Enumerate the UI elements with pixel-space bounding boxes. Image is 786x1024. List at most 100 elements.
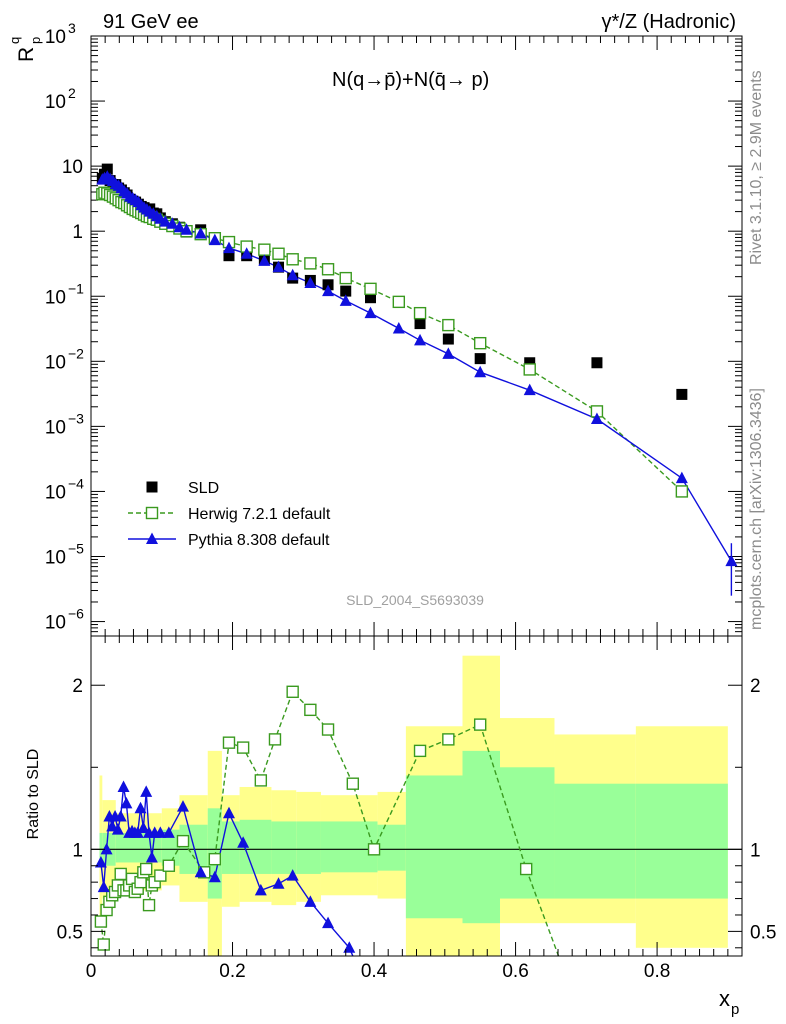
- x-tick-label: 0.6: [502, 961, 528, 982]
- herwig-ratio-point: [321, 723, 335, 736]
- pythia-ratio-point: [304, 895, 317, 907]
- pythia-point: [364, 306, 377, 319]
- herwig-ratio-point: [556, 959, 567, 970]
- herwig-point: [304, 257, 317, 270]
- inner-uncertainty-band: [161, 829, 180, 866]
- herwig-ratio-point: [114, 867, 127, 881]
- ratio-y-tick-label-right: 0.5: [750, 922, 776, 943]
- mcplots-label: mcplots.cern.ch [arXiv:1306.3436]: [748, 388, 765, 630]
- y-tick-label: 1: [72, 222, 83, 243]
- pythia-point: [304, 276, 317, 288]
- herwig-ratio-point: [162, 859, 176, 872]
- ratio-y-tick-label: 0.5: [57, 922, 83, 943]
- pythia-ratio-point: [134, 801, 147, 814]
- pythia-point: [258, 254, 271, 266]
- herwig-ratio-point: [176, 834, 190, 848]
- pythia-ratio-point: [254, 883, 267, 896]
- herwig-ratio-point: [413, 744, 427, 758]
- pythia-ratio-point: [140, 785, 153, 797]
- pythia-point: [339, 294, 352, 306]
- y-label-subscript: p: [28, 37, 43, 44]
- herwig-ratio-point: [367, 843, 381, 856]
- pythia-point: [240, 247, 253, 259]
- y-tick-label: 10: [62, 157, 83, 178]
- y-tick-exponent: 2: [68, 85, 76, 101]
- ratio-y-tick-label-right: 1: [750, 840, 761, 861]
- y-tick-exponent: −3: [68, 410, 84, 426]
- x-tick-label: 0.2: [219, 961, 245, 982]
- pythia-point: [322, 284, 335, 297]
- x-tick-label: 0.4: [361, 961, 388, 982]
- ratio-uncertainty-bands: [91, 655, 742, 956]
- inner-uncertainty-band: [405, 775, 463, 919]
- inner-uncertainty-band: [635, 783, 728, 899]
- herwig-ratio-point: [154, 869, 167, 882]
- pythia-ratio-point: [117, 780, 130, 792]
- legend-marker-herwig: [145, 506, 159, 520]
- pythia-ratio-point: [100, 842, 113, 855]
- inner-uncertainty-band: [499, 767, 555, 899]
- herwig-ratio-point: [97, 938, 110, 951]
- pythia-point: [392, 321, 405, 334]
- pythia-ratio-point: [114, 810, 127, 822]
- y-tick-exponent: −4: [68, 475, 84, 491]
- pythia-ratio-point: [111, 823, 124, 835]
- pythia-ratio-point: [343, 941, 356, 953]
- sld-point: [340, 285, 352, 297]
- legend-label-herwig: Herwig 7.2.1 default: [188, 506, 331, 523]
- pythia-ratio-line: [100, 786, 354, 956]
- x-axis-label: x: [719, 986, 730, 1011]
- herwig-ratio-point: [473, 718, 487, 731]
- y-label-main: R: [15, 47, 38, 62]
- ratio-panel: 0.5 0.5 1 1 2 2 0 0.2 0.4 0.6 0.8 Ratio to SLD x p: [25, 635, 776, 1018]
- pythia-point: [222, 241, 235, 254]
- pythia-point: [159, 215, 172, 227]
- herwig-ratio-point: [94, 915, 108, 928]
- herwig-point: [364, 282, 377, 296]
- legend: SLD Herwig 7.2.1 default Pythia 8.308 defa…: [128, 480, 331, 549]
- pythia-ratio-point: [237, 836, 250, 848]
- y-tick-exponent: 3: [68, 20, 76, 36]
- pythia-ratio-point: [120, 796, 133, 809]
- pythia-point: [442, 347, 455, 359]
- sld-point: [223, 250, 235, 262]
- pythia-point: [474, 365, 487, 378]
- herwig-ratio-point: [222, 736, 236, 749]
- pythia-ratio-point: [176, 800, 189, 812]
- header-left-label: 91 GeV ee: [103, 11, 199, 33]
- herwig-point: [286, 253, 299, 266]
- pythia-ratio-point: [131, 826, 144, 838]
- pythia-ratio-point: [194, 865, 207, 878]
- main-panel-points: [96, 163, 738, 567]
- sld-point: [676, 388, 688, 400]
- y-tick-label: 10: [45, 482, 66, 503]
- herwig-point: [321, 263, 335, 276]
- pythia-ratio-point: [145, 851, 158, 863]
- ratio-y-axis-label: Ratio to SLD: [25, 749, 42, 840]
- herwig-point: [675, 485, 689, 498]
- inner-uncertainty-band: [462, 750, 500, 924]
- y-tick-label: 10: [45, 92, 66, 113]
- pythia-point: [166, 217, 179, 229]
- ratio-points: [94, 685, 567, 970]
- ratio-y-tick-label-right: 2: [750, 676, 761, 697]
- pythia-point: [272, 260, 285, 273]
- legend-marker-sld: [146, 481, 158, 493]
- herwig-ratio-point: [519, 862, 533, 876]
- herwig-ratio-point: [142, 898, 156, 912]
- inner-uncertainty-band: [221, 821, 240, 874]
- x-tick-label: 0: [86, 961, 97, 982]
- pythia-point: [180, 223, 193, 235]
- herwig-ratio-point: [304, 703, 317, 717]
- herwig-ratio-point: [254, 774, 268, 787]
- herwig-ratio-point: [346, 777, 360, 790]
- main-panel-title: N(q→p̄)+N(q̄→ p): [332, 69, 489, 91]
- herwig-point: [339, 271, 352, 285]
- pythia-ratio-point: [322, 916, 335, 929]
- y-tick-label: 10: [45, 613, 66, 634]
- pythia-point: [286, 268, 299, 281]
- pythia-point: [208, 233, 221, 246]
- pythia-ratio-point: [208, 870, 221, 883]
